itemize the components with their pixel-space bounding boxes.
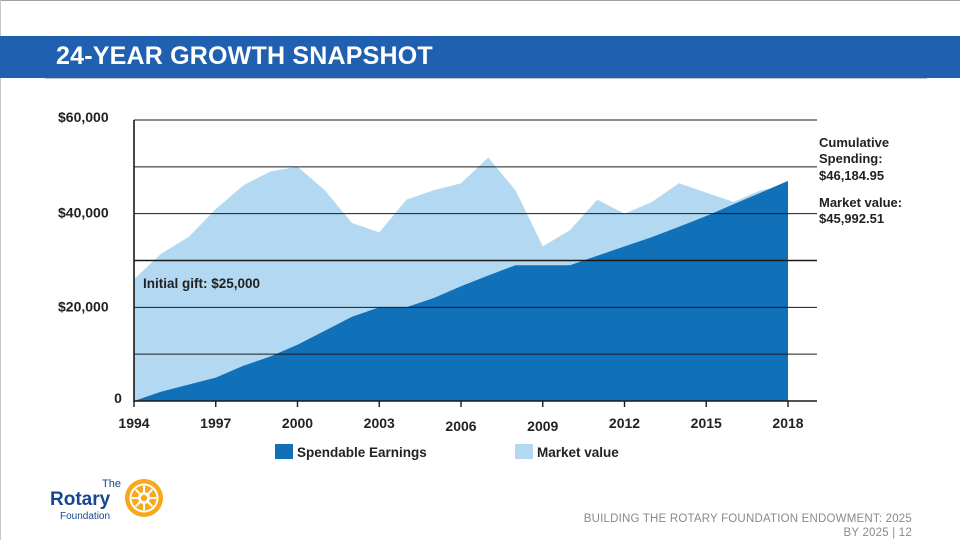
legend-swatch-market-value xyxy=(515,444,533,459)
logo-the-text: The xyxy=(102,478,121,490)
x-tick-label-2018: 2018 xyxy=(772,415,803,431)
annotation-cumulative-label-1: Cumulative xyxy=(819,135,889,150)
area-spendable-earnings xyxy=(134,180,788,401)
legend-label-market-value: Market value xyxy=(537,445,619,460)
x-tick-label-2000: 2000 xyxy=(282,415,313,431)
legend-swatch-spendable-earnings xyxy=(275,444,293,459)
x-tick-label-2015: 2015 xyxy=(691,415,722,431)
footer-line-2: BY 2025 | 12 xyxy=(843,527,912,539)
annotation-market-label: Market value: xyxy=(819,195,902,210)
y-tick-label-20000: $20,000 xyxy=(58,298,109,314)
left-border xyxy=(0,0,1,540)
rotary-wheel-icon xyxy=(125,479,163,517)
x-tick-label-1994: 1994 xyxy=(118,415,149,431)
annotation-initial-gift: Initial gift: $25,000 xyxy=(143,276,260,291)
x-tick-label-2009: 2009 xyxy=(527,418,558,434)
logo-rotary-text: Rotary xyxy=(50,489,111,510)
x-tick-label-2012: 2012 xyxy=(609,415,640,431)
title-bar xyxy=(0,36,960,78)
legend-label-spendable-earnings: Spendable Earnings xyxy=(297,445,427,460)
annotation-market-value: $45,992.51 xyxy=(819,211,884,226)
rotary-foundation-logo: The Rotary Foundation xyxy=(50,478,163,522)
x-tick-label-2003: 2003 xyxy=(364,415,395,431)
y-tick-label-40000: $40,000 xyxy=(58,205,109,221)
logo-foundation-text: Foundation xyxy=(60,511,110,522)
footer-line-1: BUILDING THE ROTARY FOUNDATION ENDOWMENT… xyxy=(583,513,912,525)
title-underline xyxy=(45,78,927,79)
slide-footer: BUILDING THE ROTARY FOUNDATION ENDOWMENT… xyxy=(532,512,912,540)
x-tick-label-2006: 2006 xyxy=(445,418,476,434)
slide-title: 24-YEAR GROWTH SNAPSHOT xyxy=(56,42,433,70)
x-tick-label-1997: 1997 xyxy=(200,415,231,431)
annotation-cumulative-value: $46,184.95 xyxy=(819,168,884,183)
annotation-cumulative-label-2: Spending: xyxy=(819,151,883,166)
y-tick-label-60000: $60,000 xyxy=(58,109,109,125)
y-tick-label-0: 0 xyxy=(114,390,122,406)
top-border xyxy=(0,0,960,1)
